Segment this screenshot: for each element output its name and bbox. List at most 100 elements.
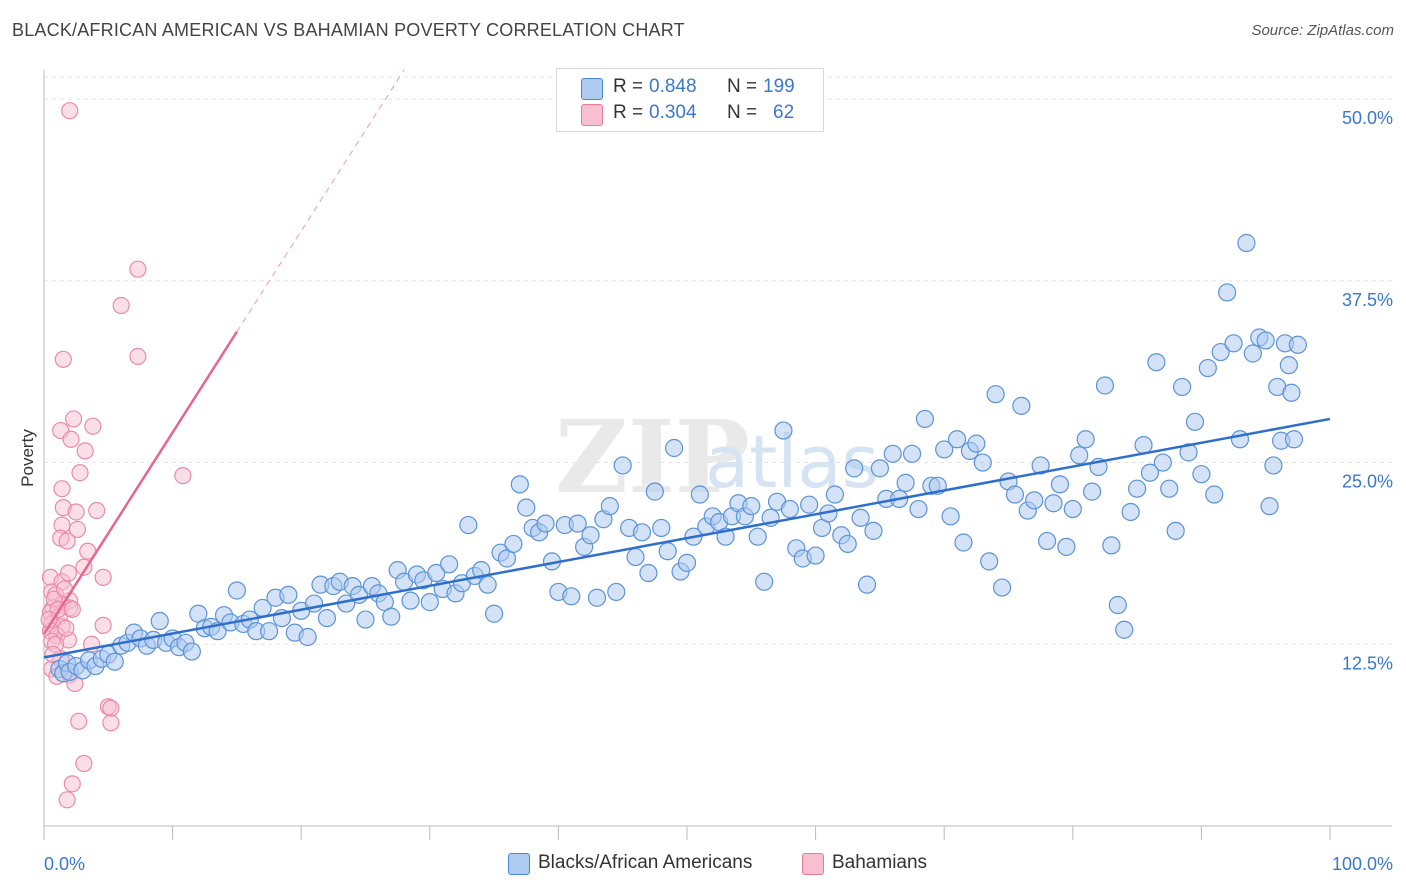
point-blacks <box>1224 334 1243 353</box>
point-blacks <box>800 495 819 514</box>
point-blacks <box>1279 356 1298 375</box>
point-blacks <box>973 453 992 472</box>
point-blacks <box>1147 353 1166 372</box>
legend-swatch-bahamians <box>581 104 603 126</box>
point-blacks <box>896 473 915 492</box>
point-bahamians <box>94 616 112 634</box>
point-blacks <box>510 475 529 494</box>
point-blacks <box>259 622 279 641</box>
point-blacks <box>1108 595 1127 615</box>
point-blacks <box>1044 494 1063 513</box>
bottom-legend-swatch-blacks <box>508 853 530 875</box>
bottom-legend-label-blacks: Blacks/African Americans <box>538 852 753 873</box>
source-note: Source: ZipAtlas.com <box>1251 22 1394 39</box>
point-blacks <box>1284 430 1304 449</box>
point-blacks <box>902 444 922 463</box>
point-bahamians <box>58 532 76 550</box>
point-bahamians <box>67 503 85 521</box>
point-blacks <box>478 575 497 594</box>
point-blacks <box>504 534 523 554</box>
tick-labels: 12.5% 25.0% 37.5% 50.0% 0.0% 100.0% <box>44 108 1393 874</box>
point-bahamians <box>63 600 81 618</box>
point-bahamians <box>84 417 102 435</box>
point-blacks <box>864 521 883 540</box>
point-blacks <box>227 581 246 600</box>
point-blacks <box>980 552 999 571</box>
legend-n-label: N = <box>727 76 758 97</box>
point-bahamians <box>71 464 89 482</box>
point-blacks <box>1218 283 1237 302</box>
legend-r-label: R = <box>613 102 644 123</box>
point-bahamians <box>102 714 120 732</box>
point-blacks <box>536 514 555 533</box>
point-blacks <box>439 555 459 574</box>
point-bahamians <box>61 102 79 120</box>
point-blacks <box>182 642 201 661</box>
point-blacks <box>652 518 671 538</box>
point-blacks <box>1256 331 1275 350</box>
point-blacks <box>1237 233 1256 253</box>
point-blacks <box>1070 446 1089 465</box>
point-blacks <box>748 527 767 546</box>
point-blacks <box>1082 482 1102 501</box>
trend-line-bahamians <box>42 331 238 635</box>
point-blacks <box>690 485 709 504</box>
point-blacks <box>517 498 536 517</box>
point-blacks <box>1179 443 1198 462</box>
point-blacks <box>1192 465 1211 484</box>
point-blacks <box>1260 497 1279 516</box>
point-blacks <box>626 547 645 567</box>
series-blacks-points <box>50 233 1307 683</box>
point-blacks <box>986 385 1005 404</box>
bottom-legend-swatch-bahamians <box>802 853 824 875</box>
point-blacks <box>1198 358 1217 378</box>
point-blacks <box>883 444 902 463</box>
bottom-legend-label-bahamians: Bahamians <box>832 852 928 873</box>
point-blacks <box>427 563 446 583</box>
point-blacks <box>639 563 658 583</box>
point-bahamians <box>174 467 192 485</box>
point-blacks <box>658 542 677 561</box>
point-blacks <box>941 507 960 526</box>
y-tick-label: 25.0% <box>1342 472 1393 492</box>
point-blacks <box>1153 453 1172 472</box>
point-blacks <box>1140 463 1160 482</box>
point-blacks <box>1005 485 1025 504</box>
chart-title: BLACK/AFRICAN AMERICAN VS BAHAMIAN POVER… <box>12 20 685 40</box>
point-blacks <box>279 585 298 604</box>
point-blacks <box>1185 412 1205 431</box>
legend-n-value-blacks: 199 <box>763 76 795 97</box>
point-blacks <box>870 459 890 478</box>
point-bahamians <box>76 442 94 460</box>
point-bahamians <box>112 296 130 315</box>
point-blacks <box>851 508 870 527</box>
legend-r-label: R = <box>613 76 644 97</box>
point-blacks <box>600 497 619 516</box>
point-bahamians <box>59 564 78 582</box>
point-blacks <box>420 593 439 612</box>
point-blacks <box>568 514 587 533</box>
point-bahamians <box>102 699 120 717</box>
point-blacks <box>755 572 774 591</box>
point-blacks <box>677 553 697 572</box>
point-blacks <box>1115 620 1134 639</box>
point-bahamians <box>53 480 71 498</box>
point-blacks <box>105 652 124 671</box>
point-bahamians <box>57 619 75 637</box>
point-blacks <box>581 526 600 545</box>
point-blacks <box>1025 491 1044 510</box>
point-blacks <box>845 459 864 478</box>
point-blacks <box>1063 499 1082 519</box>
y-tick-label: 37.5% <box>1342 290 1393 310</box>
point-blacks <box>780 499 799 519</box>
trend-lines <box>42 69 1331 659</box>
point-blacks <box>1282 383 1301 402</box>
point-blacks <box>947 430 967 449</box>
legend-swatch-blacks <box>581 78 603 100</box>
point-blacks <box>935 440 954 459</box>
point-blacks <box>1057 537 1076 556</box>
point-bahamians <box>70 712 88 730</box>
point-blacks <box>1031 456 1050 475</box>
point-bahamians <box>88 501 106 520</box>
